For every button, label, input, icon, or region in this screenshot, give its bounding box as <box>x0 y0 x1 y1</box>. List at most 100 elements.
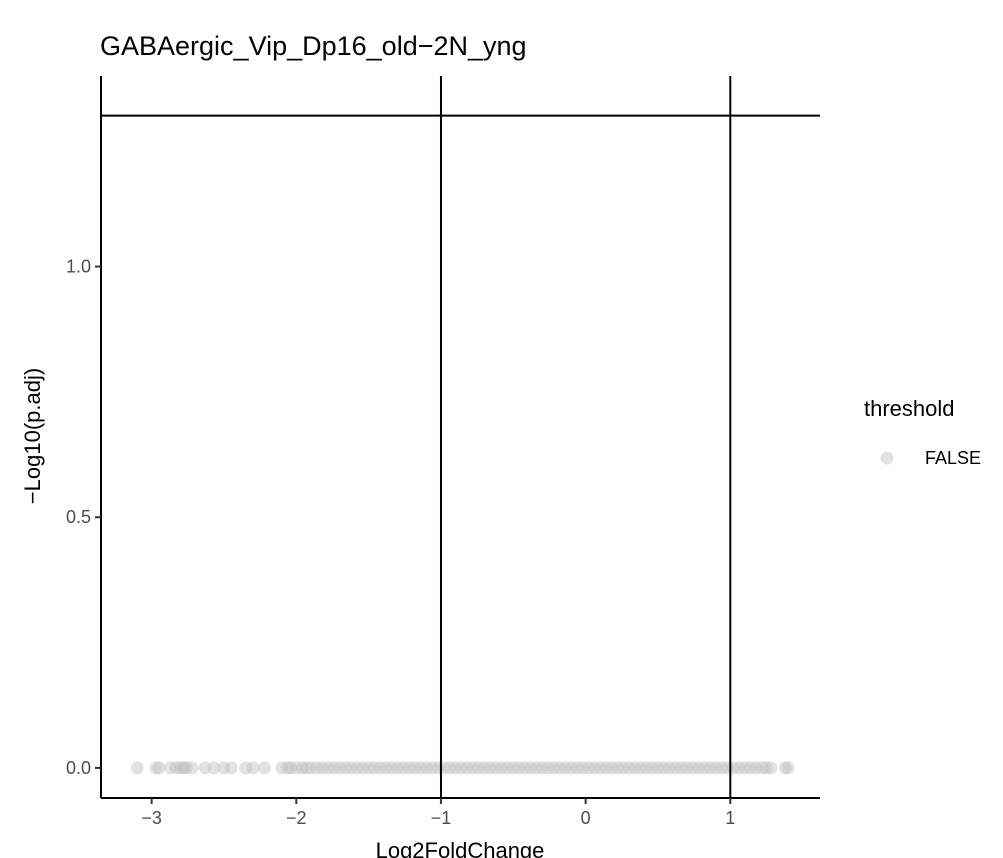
data-point <box>759 761 773 775</box>
x-tick-label: −3 <box>141 808 162 828</box>
data-point <box>547 761 561 775</box>
y-axis-title: −Log10(p.adj) <box>20 368 45 504</box>
data-point <box>558 761 572 775</box>
legend-key <box>880 451 894 465</box>
data-point <box>483 761 497 775</box>
data-point <box>587 761 601 775</box>
data-point <box>576 761 590 775</box>
data-point <box>396 761 410 775</box>
data-point <box>198 761 212 775</box>
y-tick-label: 1.0 <box>66 257 91 277</box>
reference-lines <box>101 76 820 798</box>
y-tick-label: 0.0 <box>66 758 91 778</box>
data-point <box>362 761 376 775</box>
data-point <box>781 761 795 775</box>
data-point <box>176 761 190 775</box>
data-point <box>582 761 596 775</box>
chart-title: GABAergic_Vip_Dp16_old−2N_yng <box>100 31 527 61</box>
data-point <box>495 761 509 775</box>
data-point <box>315 761 329 775</box>
data-point <box>541 761 555 775</box>
data-point <box>443 761 457 775</box>
data-point <box>639 761 653 775</box>
data-point <box>605 761 619 775</box>
data-point <box>645 761 659 775</box>
y-tick-label: 0.5 <box>66 507 91 527</box>
data-point <box>217 761 231 775</box>
data-point <box>674 761 688 775</box>
data-point <box>466 761 480 775</box>
data-point <box>593 761 607 775</box>
data-point <box>299 761 313 775</box>
data-point <box>697 761 711 775</box>
data-point <box>506 761 520 775</box>
data-point <box>764 761 778 775</box>
data-point <box>321 761 335 775</box>
data-point <box>477 761 491 775</box>
data-point <box>610 761 624 775</box>
data-point <box>628 761 642 775</box>
points-layer <box>130 761 795 775</box>
data-point <box>535 761 549 775</box>
data-point <box>185 761 199 775</box>
data-point <box>489 761 503 775</box>
x-tick-label: −1 <box>431 808 452 828</box>
data-point <box>501 761 515 775</box>
data-point <box>224 761 238 775</box>
data-point <box>373 761 387 775</box>
data-point <box>448 761 462 775</box>
data-point <box>657 761 671 775</box>
data-point <box>668 761 682 775</box>
data-point <box>703 761 717 775</box>
data-point <box>310 761 324 775</box>
data-point <box>385 761 399 775</box>
data-point <box>744 761 758 775</box>
data-point <box>755 761 769 775</box>
data-point <box>239 761 253 775</box>
data-point <box>529 761 543 775</box>
legend-label: FALSE <box>925 448 981 468</box>
data-point <box>379 761 393 775</box>
legend: threshold FALSE <box>864 396 981 468</box>
data-point <box>152 761 166 775</box>
data-point <box>284 761 298 775</box>
data-point <box>257 761 271 775</box>
data-point <box>512 761 526 775</box>
data-point <box>402 761 416 775</box>
data-point <box>281 761 295 775</box>
axes <box>100 76 820 799</box>
data-point <box>338 761 352 775</box>
legend-entries: FALSE <box>880 448 981 468</box>
legend-title: threshold <box>864 396 955 421</box>
data-point <box>553 761 567 775</box>
data-point <box>179 761 193 775</box>
data-point <box>344 761 358 775</box>
data-point <box>570 761 584 775</box>
data-point <box>163 761 177 775</box>
data-point <box>420 761 434 775</box>
data-point <box>425 761 439 775</box>
data-point <box>350 761 364 775</box>
data-point <box>414 761 428 775</box>
x-tick-label: 1 <box>725 808 735 828</box>
x-tick-label: 0 <box>581 808 591 828</box>
data-point <box>634 761 648 775</box>
data-point <box>454 761 468 775</box>
data-point <box>333 761 347 775</box>
data-point <box>518 761 532 775</box>
x-axis-ticks: −3 −2 −1 0 1 <box>141 798 735 828</box>
data-point <box>524 761 538 775</box>
data-point <box>130 761 144 775</box>
data-point <box>246 761 260 775</box>
x-axis-title: Log2FoldChange <box>376 838 545 858</box>
data-point <box>732 761 746 775</box>
data-point <box>715 761 729 775</box>
data-point <box>691 761 705 775</box>
data-point <box>207 761 221 775</box>
data-point <box>149 761 163 775</box>
data-point <box>616 761 630 775</box>
data-point <box>749 761 763 775</box>
data-point <box>709 761 723 775</box>
data-point <box>738 761 752 775</box>
